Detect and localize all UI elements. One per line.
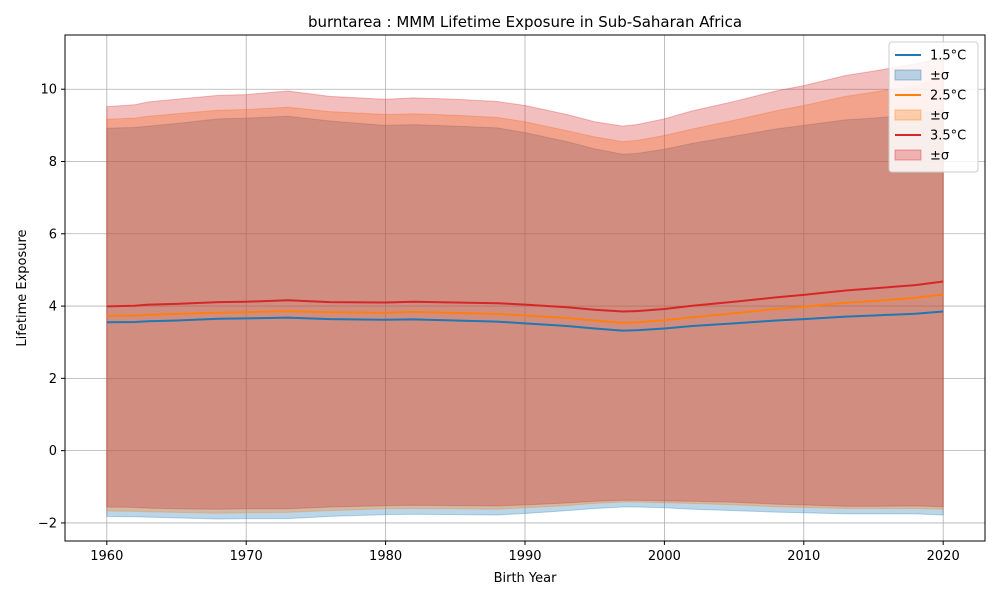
grid — [65, 35, 985, 541]
x-tick-label: 2020 — [927, 549, 960, 564]
band-series-3 — [106, 57, 944, 510]
x-tick-label: 1960 — [90, 549, 123, 564]
y-tick-label: 10 — [40, 83, 57, 98]
band-series-1 — [106, 108, 944, 520]
x-axis-ticks: 1960 1970 1980 1990 2000 2010 2020 — [90, 541, 960, 564]
band-series-2 — [106, 77, 944, 514]
legend-label: 2.5°C — [930, 89, 966, 104]
y-tick-label: 8 — [49, 155, 57, 170]
legend-label: ±σ — [930, 109, 949, 124]
x-axis-label: Birth Year — [494, 571, 558, 586]
y-tick-label: 0 — [49, 444, 57, 459]
line-series-1 — [106, 310, 944, 332]
line-series-3 — [106, 280, 944, 313]
y-axis-ticks: −2 0 2 4 6 8 10 — [38, 83, 65, 531]
legend-band-swatch — [894, 149, 922, 161]
mean-lines — [106, 280, 944, 332]
y-tick-label: 2 — [49, 372, 57, 387]
error-bands — [106, 57, 944, 520]
x-tick-label: 2000 — [648, 549, 681, 564]
y-tick-label: 4 — [49, 300, 57, 315]
legend-label: 3.5°C — [930, 129, 966, 144]
x-tick-label: 1980 — [369, 549, 402, 564]
legend-label: ±σ — [930, 149, 949, 164]
line-series-2 — [106, 293, 944, 324]
x-tick-label: 1970 — [230, 549, 263, 564]
legend-band-swatch — [894, 109, 922, 121]
y-tick-label: −2 — [38, 516, 57, 531]
legend-label: ±σ — [930, 69, 949, 84]
legend: 1.5°C ±σ 2.5°C ±σ 3.5°C ±σ — [888, 41, 979, 173]
x-tick-label: 1990 — [508, 549, 541, 564]
chart-title: burntarea : MMM Lifetime Exposure in Sub… — [308, 13, 742, 31]
y-axis-label: Lifetime Exposure — [15, 229, 30, 346]
x-tick-label: 2010 — [787, 549, 820, 564]
legend-label: 1.5°C — [930, 49, 966, 64]
legend-box — [888, 41, 979, 173]
y-tick-label: 6 — [49, 227, 57, 242]
legend-band-swatch — [894, 69, 922, 81]
